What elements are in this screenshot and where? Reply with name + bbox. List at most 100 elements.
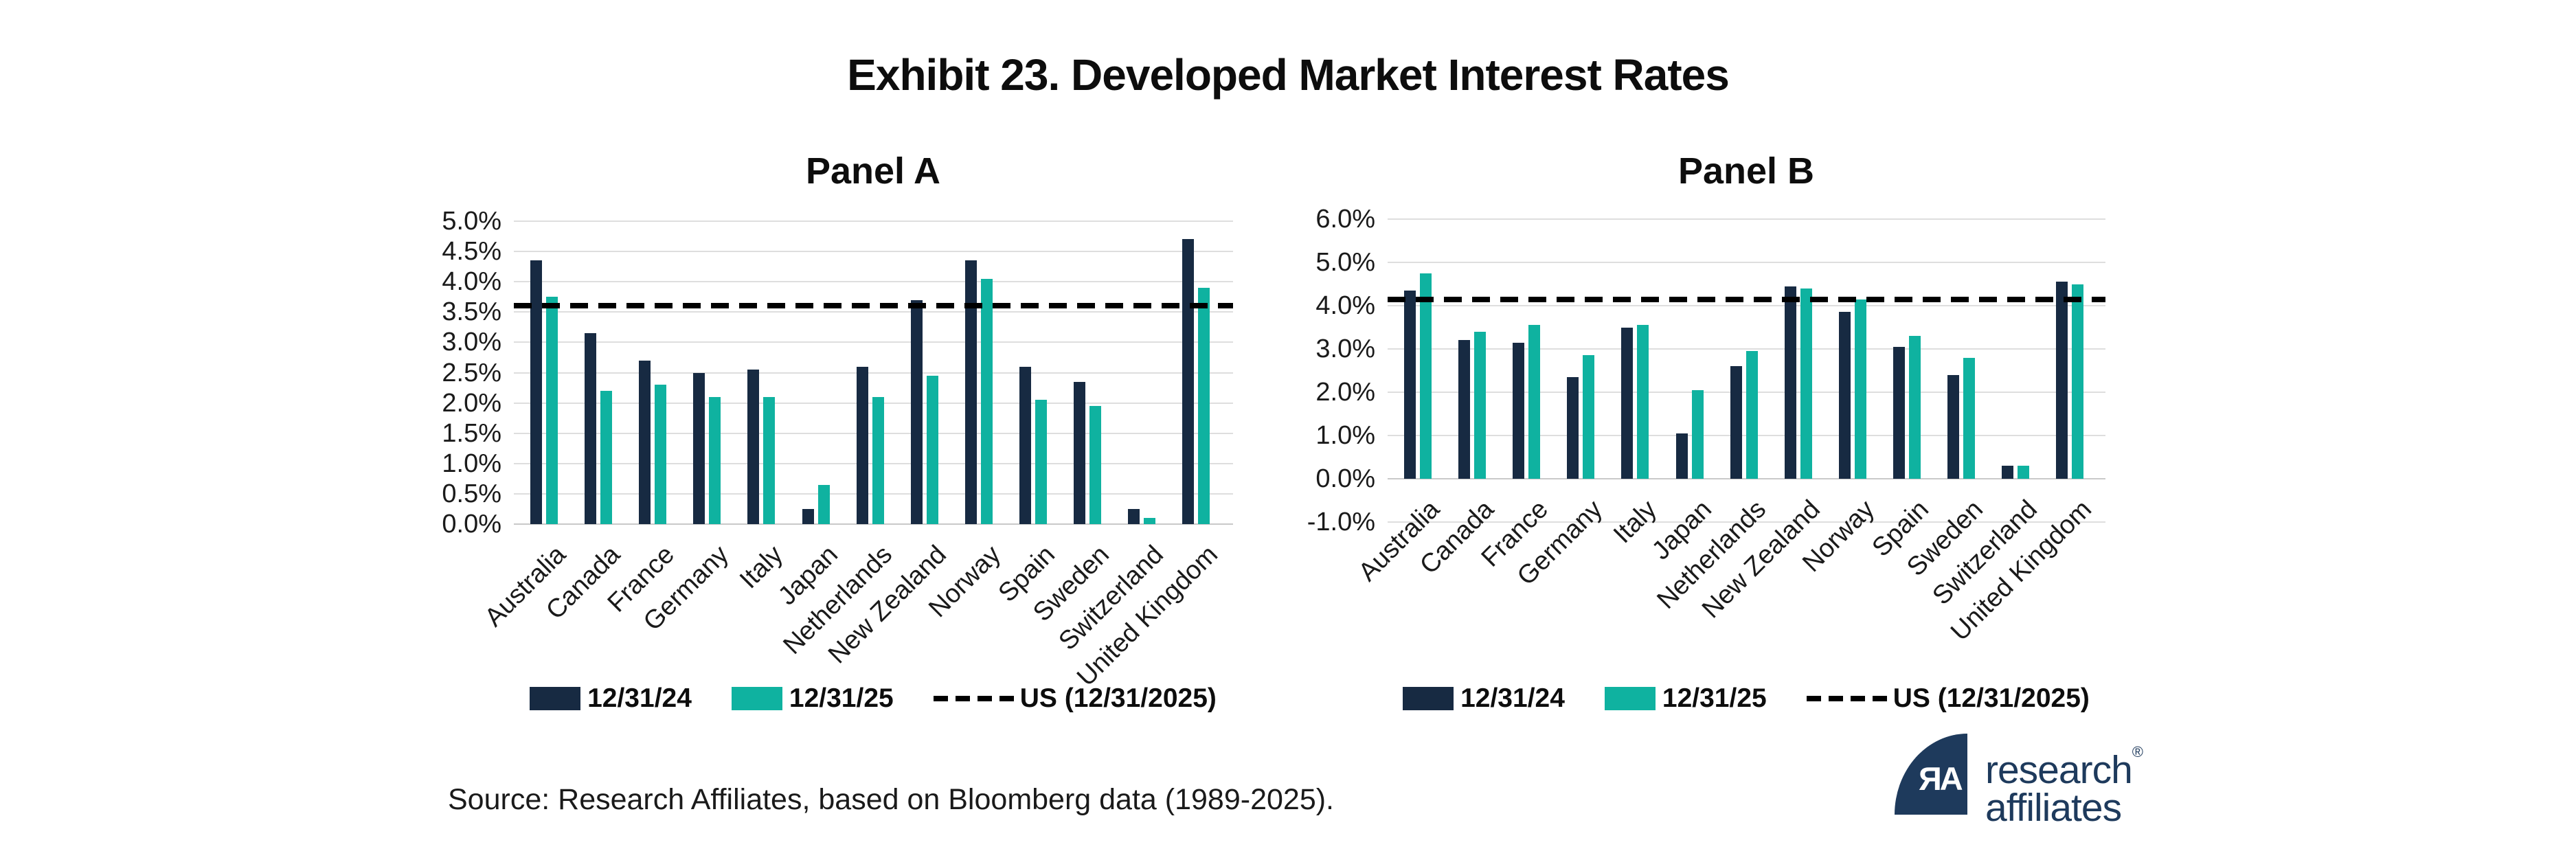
panel-b-legend: 12/31/24 12/31/25 US (12/31/2025) <box>1300 683 2193 714</box>
us-reference-line <box>1388 296 2105 302</box>
legend-item-12-31-25: 12/31/25 <box>1604 683 1767 714</box>
gridline <box>514 341 1233 343</box>
gridline <box>514 523 1233 525</box>
bar-japan-12-31-24 <box>1675 433 1688 479</box>
y-axis-tick-label: 5.0% <box>442 207 501 236</box>
bar-germany-12-31-25 <box>709 396 721 524</box>
bar-canada-12-31-25 <box>1474 331 1487 479</box>
exhibit-title: Exhibit 23. Developed Market Interest Ra… <box>847 50 1730 100</box>
bar-new-zealand-12-31-24 <box>1784 286 1796 479</box>
legend-item-us-dashed-swatch-icon <box>933 696 1015 701</box>
panel-a-plot: 5.0% 4.5% 4.0% 3.5% 3.0% 2.5% 2.0% 1.5% 1.0% 0.5%… <box>442 208 1233 692</box>
y-axis-tick-label: 2.0% <box>442 388 501 418</box>
bar-switzerland-12-31-25 <box>1144 518 1156 524</box>
y-axis-tick-label: 1.0% <box>442 449 501 478</box>
bar-germany-12-31-24 <box>693 372 705 524</box>
bar-canada-12-31-24 <box>585 333 597 524</box>
bar-netherlands-12-31-24 <box>856 366 868 524</box>
bar-new-zealand-12-31-25 <box>926 375 938 524</box>
legend-item-12-31-25: 12/31/25 <box>731 683 894 714</box>
bar-spain-12-31-25 <box>1035 400 1047 524</box>
gridline <box>1388 348 2105 350</box>
legend-item-us-dashed-label: US (12/31/2025) <box>1893 683 2090 713</box>
y-axis-tick-label: 1.5% <box>442 418 501 448</box>
y-axis-tick-label: 3.0% <box>1315 335 1375 363</box>
bar-france-12-31-24 <box>1513 342 1525 479</box>
legend-item-12-31-25-swatch-icon <box>731 687 782 710</box>
y-axis-tick-label: 4.0% <box>442 267 501 297</box>
legend-item-12-31-24-label: 12/31/24 <box>1460 683 1565 713</box>
bar-australia-12-31-24 <box>1404 290 1416 479</box>
panel-b-plot: 6.0% 5.0% 4.0% 3.0% 2.0% 1.0% 0.0% -1.0% Austral… <box>1307 206 2105 646</box>
bar-switzerland-12-31-24 <box>1128 508 1140 524</box>
bar-france-12-31-25 <box>655 385 667 524</box>
us-reference-line <box>514 303 1233 309</box>
registered-mark-icon: ® <box>2132 743 2143 760</box>
gridline <box>514 281 1233 283</box>
bar-united-kingdom-12-31-25 <box>1198 288 1210 524</box>
gridline <box>1388 478 2105 479</box>
bar-netherlands-12-31-25 <box>1745 351 1758 479</box>
legend-item-us-dashed: US (12/31/2025) <box>933 683 1217 714</box>
bar-france-12-31-24 <box>639 360 651 524</box>
bar-spain-12-31-25 <box>1908 336 1921 479</box>
gridline <box>514 372 1233 374</box>
legend-item-12-31-24: 12/31/24 <box>1403 683 1565 714</box>
research-affiliates-logo: ЯA research® affiliates <box>1895 734 2143 828</box>
y-axis-tick-label: 2.5% <box>442 358 501 387</box>
bar-france-12-31-25 <box>1528 325 1541 479</box>
bar-italy-12-31-25 <box>763 396 776 524</box>
bar-sweden-12-31-24 <box>1947 374 1959 479</box>
bar-norway-12-31-25 <box>1854 299 1866 479</box>
ra-logo-mark-icon: ЯA <box>1895 734 1967 815</box>
bar-netherlands-12-31-25 <box>872 396 884 524</box>
bar-sweden-12-31-24 <box>1074 381 1085 524</box>
legend-item-12-31-25-label: 12/31/25 <box>1662 683 1767 713</box>
bar-italy-12-31-24 <box>1621 327 1634 479</box>
legend-item-12-31-24: 12/31/24 <box>530 683 692 714</box>
logo-word-affiliates: affiliates <box>1985 786 2122 830</box>
bar-germany-12-31-25 <box>1583 355 1595 479</box>
bar-united-kingdom-12-31-24 <box>2056 282 2068 479</box>
bar-italy-12-31-25 <box>1637 325 1649 479</box>
y-axis-tick-label: 4.5% <box>442 237 501 267</box>
bar-sweden-12-31-25 <box>1089 406 1101 524</box>
bar-united-kingdom-12-31-25 <box>2072 284 2084 479</box>
y-axis-tick-label: 3.5% <box>442 297 501 327</box>
y-axis-tick-label: 1.0% <box>1315 421 1375 450</box>
y-axis-tick-label: -1.0% <box>1307 508 1375 536</box>
gridline <box>1388 521 2105 523</box>
legend-item-us-dashed: US (12/31/2025) <box>1806 683 2090 714</box>
gridline <box>514 311 1233 313</box>
panel-b-title: Panel B <box>1677 150 1815 192</box>
legend-item-12-31-25-label: 12/31/25 <box>789 683 894 713</box>
bar-new-zealand-12-31-24 <box>910 299 923 524</box>
bar-japan-12-31-25 <box>1691 389 1704 479</box>
bar-italy-12-31-24 <box>747 370 760 524</box>
bar-japan-12-31-24 <box>802 508 814 524</box>
source-note: Source: Research Affiliates, based on Bl… <box>448 783 1334 816</box>
bar-new-zealand-12-31-25 <box>1800 288 1812 479</box>
bar-norway-12-31-25 <box>980 278 993 524</box>
legend-item-12-31-24-label: 12/31/24 <box>587 683 692 713</box>
gridline <box>514 251 1233 253</box>
bar-united-kingdom-12-31-24 <box>1182 239 1195 524</box>
bar-canada-12-31-25 <box>600 390 613 524</box>
logo-wordmark: research® affiliates <box>1985 745 2143 828</box>
bar-switzerland-12-31-25 <box>2018 466 2030 479</box>
y-axis-tick-label: 2.0% <box>1315 378 1375 407</box>
bar-switzerland-12-31-24 <box>2002 466 2014 479</box>
legend-item-us-dashed-label: US (12/31/2025) <box>1019 683 1217 713</box>
bar-japan-12-31-25 <box>817 484 830 524</box>
bar-australia-12-31-24 <box>530 260 542 524</box>
bar-norway-12-31-24 <box>964 260 977 524</box>
bar-sweden-12-31-25 <box>1963 357 1975 479</box>
y-axis-tick-label: 0.5% <box>442 479 501 508</box>
gridline <box>1388 218 2105 220</box>
legend-item-12-31-24-swatch-icon <box>530 687 581 710</box>
legend-item-12-31-25-swatch-icon <box>1604 687 1656 710</box>
panel-a-legend: 12/31/24 12/31/25 US (12/31/2025) <box>427 683 1320 714</box>
bar-netherlands-12-31-24 <box>1730 366 1742 479</box>
logo-word-research: research <box>1985 748 2133 792</box>
